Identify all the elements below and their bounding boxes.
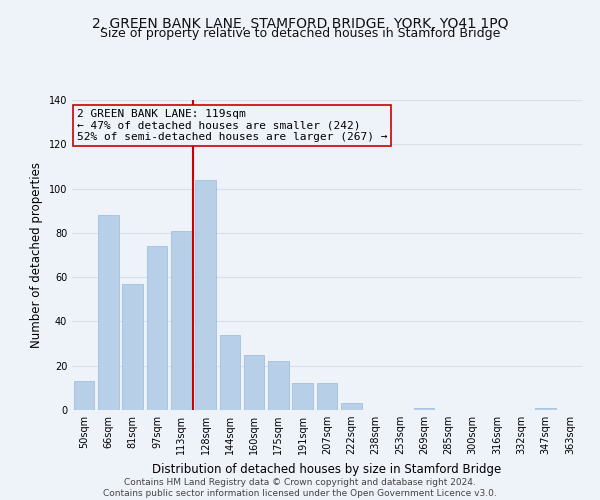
Text: 2, GREEN BANK LANE, STAMFORD BRIDGE, YORK, YO41 1PQ: 2, GREEN BANK LANE, STAMFORD BRIDGE, YOR…	[92, 18, 508, 32]
Bar	[122, 284, 143, 410]
Bar	[341, 404, 362, 410]
Bar	[244, 354, 265, 410]
Bar	[74, 381, 94, 410]
Bar	[171, 230, 191, 410]
Text: 2 GREEN BANK LANE: 119sqm
← 47% of detached houses are smaller (242)
52% of semi: 2 GREEN BANK LANE: 119sqm ← 47% of detac…	[77, 110, 388, 142]
Text: Contains HM Land Registry data © Crown copyright and database right 2024.
Contai: Contains HM Land Registry data © Crown c…	[103, 478, 497, 498]
Bar	[535, 408, 556, 410]
Bar	[292, 384, 313, 410]
Bar	[220, 334, 240, 410]
Bar	[414, 408, 434, 410]
Bar	[98, 215, 119, 410]
Bar	[146, 246, 167, 410]
Y-axis label: Number of detached properties: Number of detached properties	[30, 162, 43, 348]
Bar	[268, 362, 289, 410]
Bar	[317, 384, 337, 410]
X-axis label: Distribution of detached houses by size in Stamford Bridge: Distribution of detached houses by size …	[152, 462, 502, 475]
Text: Size of property relative to detached houses in Stamford Bridge: Size of property relative to detached ho…	[100, 28, 500, 40]
Bar	[195, 180, 216, 410]
